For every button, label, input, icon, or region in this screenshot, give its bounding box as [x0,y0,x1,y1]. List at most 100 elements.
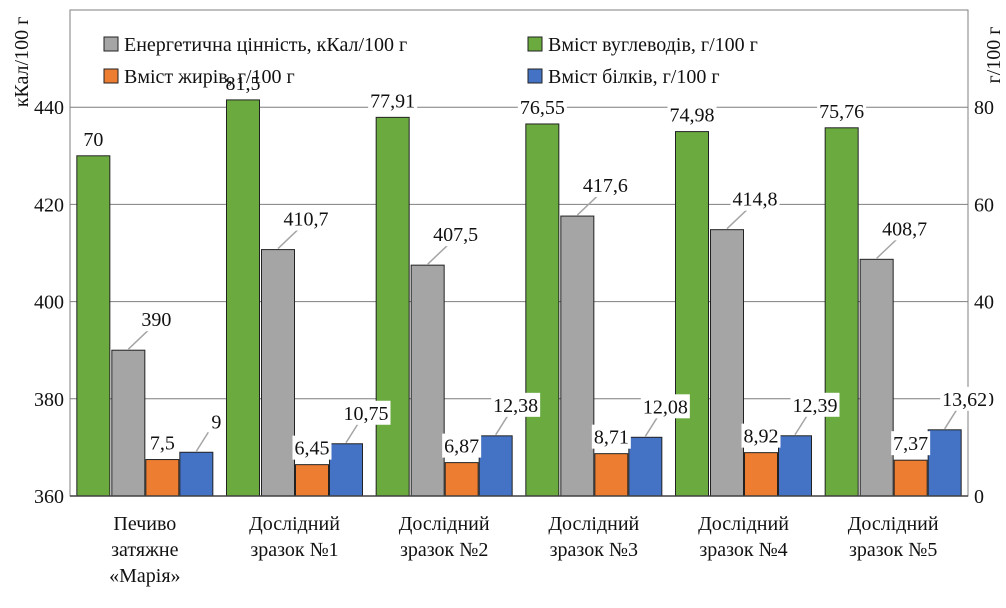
bar [145,459,180,497]
label-leader-line [495,415,509,436]
data-label: 81,5 [226,73,261,95]
bar [628,436,663,497]
data-label-bg [667,102,717,127]
bar [859,258,894,497]
data-label-bg [139,307,174,332]
data-label: 76,55 [520,97,565,119]
right-tick-label: 60 [974,194,994,216]
data-label: 8,92 [744,426,779,448]
label-leader-line [277,229,299,250]
data-label-bg [442,433,482,458]
legend-swatch [103,68,119,84]
data-label-bg [209,409,224,434]
bar [76,155,111,497]
data-label-bg [341,400,391,425]
right-tick-label: 40 [974,292,994,314]
data-label: 12,39 [793,395,838,417]
left-tick-label: 440 [34,97,64,119]
data-label: 6,45 [295,438,330,460]
data-label: 414,8 [733,189,778,211]
category-label: Дослідний [399,513,490,535]
data-label: 7,37 [893,433,928,455]
bar [893,459,928,497]
bar [824,127,859,497]
category-label: Дослідний [249,513,340,535]
data-label-bg [880,216,930,241]
data-labels: 70 390 7,5 9 81,5 410,7 6,45 10,75 77,91 407,5 6,8… [81,70,990,460]
bar [329,443,363,497]
data-label-bg [491,392,541,417]
data-label-bg [147,430,177,455]
right-tick-label: 0 [974,486,984,508]
data-label: 10,75 [344,403,389,425]
bar [179,451,214,497]
data-label: 6,87 [444,436,479,458]
bar [261,249,295,497]
data-label-bg [591,424,631,449]
data-label-bg [431,222,481,247]
data-label: 410,7 [284,209,329,231]
category-label: «Марія» [109,565,180,587]
legend-label: Енергетична цінність, кКал/100 г [124,34,407,56]
data-label: 74,98 [670,105,715,127]
label-leader-line [794,415,808,436]
data-label: 407,5 [433,224,478,246]
left-tick-label: 360 [34,486,64,508]
data-label-bg [517,94,567,119]
label-leader-line [726,209,748,230]
data-label-bg [368,88,418,113]
category-label: Дослідний [848,513,939,535]
right-tick-label: 80 [974,97,994,119]
data-label: 70 [83,129,103,151]
bar [226,99,260,497]
data-label: 12,38 [493,395,538,417]
data-label: 75,76 [819,101,864,123]
category-label: зразок №5 [849,539,937,561]
left-tick-label: 380 [34,389,64,411]
bar [444,462,479,497]
bar [778,435,812,497]
data-label-bg [891,431,931,456]
data-label-bg [292,435,332,460]
bar [675,131,709,497]
legend-label: Вміст білків, г/100 г [548,66,720,88]
bar [594,453,629,497]
bar [111,349,146,497]
bars [76,99,962,497]
category-label: зразок №3 [550,539,638,561]
left-axis-title: кКал/100 г [11,17,33,108]
left-tick-label: 400 [34,292,64,314]
left-tick-label: 420 [34,194,64,216]
label-leader-line [195,431,209,452]
legend-label: Вміст вуглеводів, г/100 г [548,34,758,56]
right-axis-title: г/100 г [983,27,1005,84]
data-label-bg [580,173,630,198]
data-label: 12,08 [643,396,688,418]
data-label-bg [730,186,780,211]
label-leader-line [127,329,149,350]
legend-swatch [527,68,543,84]
legend-label: Вміст жирів, г/100 г [124,66,295,88]
data-label-bg [281,206,331,231]
data-label: 77,91 [370,90,415,112]
legend: Енергетична цінність, кКал/100 г Вміст ву… [103,34,758,88]
label-leader-line [427,244,449,265]
data-label-bg [940,386,990,411]
bar [710,229,744,497]
category-label: Печиво [113,513,176,535]
category-label: Дослідний [698,513,789,535]
data-label-bg [223,70,263,95]
bar [410,264,445,497]
legend-swatch [527,36,543,52]
data-label: 390 [141,309,171,331]
category-label: затяжне [111,539,178,561]
label-leader-line [944,409,958,430]
label-leader-line [345,423,359,444]
category-label: зразок №4 [699,539,787,561]
data-label-bg [640,394,690,419]
label-leader-line [576,195,598,216]
category-label: зразок №2 [400,539,488,561]
data-label: 408,7 [882,218,927,240]
axes: 360380400420440020406080кКал/100 гг/100 … [11,9,1005,587]
category-label: Дослідний [548,513,639,535]
